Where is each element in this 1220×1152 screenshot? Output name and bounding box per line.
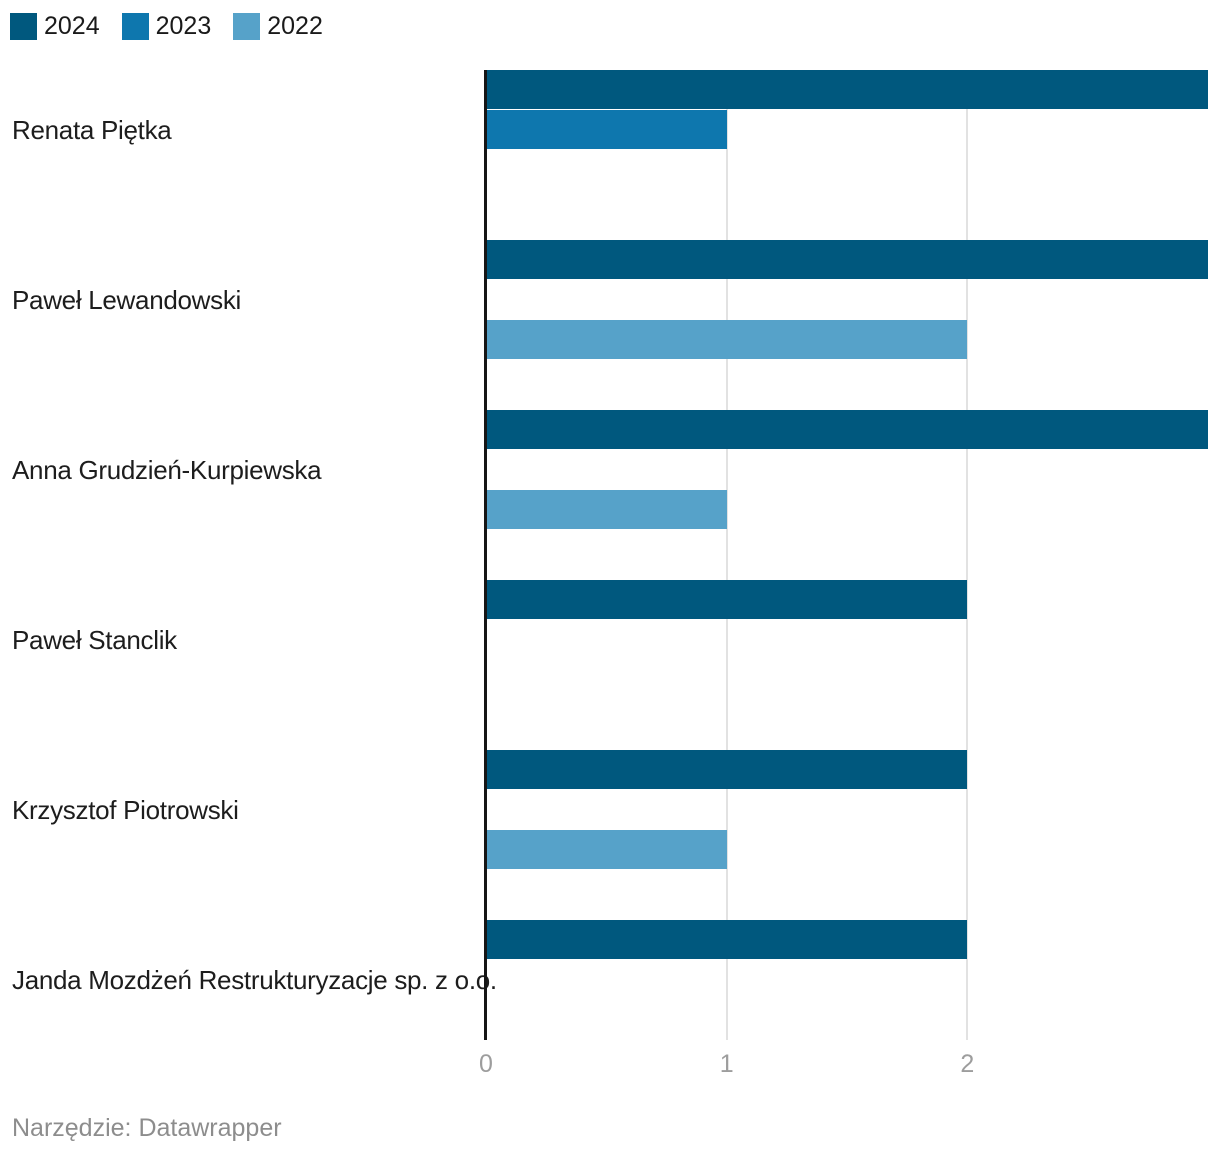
x-tick-label: 2	[960, 1050, 975, 1078]
legend-item: 2024	[10, 13, 100, 40]
bar-2022	[486, 320, 968, 359]
legend-swatch	[121, 13, 149, 40]
legend: 2024 2023 2022	[10, 13, 323, 40]
bar-2022	[486, 830, 727, 869]
category-label: Janda Mozdżeń Restrukturyzacje sp. z o.o…	[12, 965, 497, 995]
bar-2023	[486, 110, 727, 149]
legend-label: 2024	[44, 12, 100, 40]
legend-label: 2023	[155, 12, 212, 40]
bar-2024	[486, 240, 1208, 279]
legend-swatch	[10, 13, 37, 40]
footer-attribution-link[interactable]: Narzędzie: Datawrapper	[12, 1114, 282, 1142]
category-label: Renata Piętka	[12, 115, 172, 145]
bar-2022	[486, 490, 727, 529]
plot-area	[484, 70, 1208, 1040]
bar-2024	[486, 70, 1208, 109]
gridline	[966, 70, 969, 1040]
legend-item: 2022	[233, 13, 323, 40]
bar-2024	[486, 750, 968, 789]
category-label: Paweł Lewandowski	[12, 285, 242, 315]
x-tick-label: 1	[719, 1050, 734, 1078]
legend-item: 2023	[121, 12, 212, 40]
bar-2024	[486, 920, 968, 959]
category-label: Anna Grudzień-Kurpiewska	[12, 455, 322, 485]
bar-2024	[486, 580, 968, 619]
gridline	[725, 70, 728, 1040]
x-tick-label: 0	[479, 1050, 493, 1078]
category-label: Krzysztof Piotrowski	[12, 795, 239, 825]
legend-swatch	[233, 13, 261, 40]
bar-2024	[486, 410, 1208, 449]
y-axis-line	[484, 70, 487, 1040]
legend-label: 2022	[267, 12, 323, 40]
category-label: Paweł Stanclik	[12, 625, 177, 655]
